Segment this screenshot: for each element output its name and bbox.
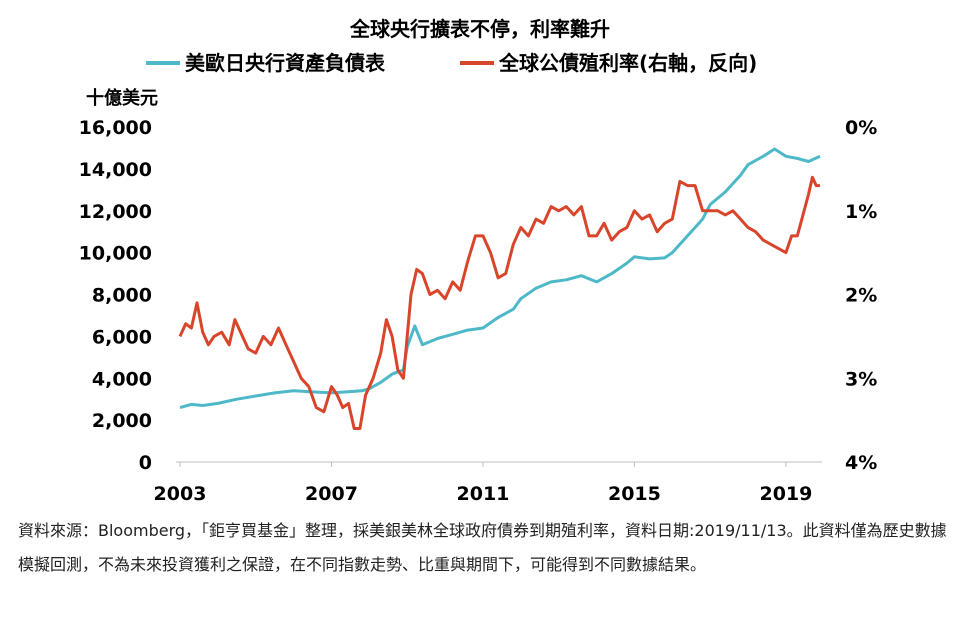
legend-label-balance-sheet: 美歐日央行資產負債表 bbox=[185, 51, 386, 75]
chart-title: 全球央行擴表不停，利率難升 bbox=[349, 17, 610, 41]
left-tick-label: 16,000 bbox=[79, 117, 152, 139]
right-tick-label: 3% bbox=[845, 368, 877, 390]
legend: 美歐日央行資產負債表 全球公債殖利率(右軸，反向) bbox=[146, 51, 757, 75]
left-tick-label: 2,000 bbox=[92, 410, 152, 432]
left-tick-label: 4,000 bbox=[92, 368, 152, 390]
source-note: 資料來源：Bloomberg，「鉅亨買基金」整理，採美銀美林全球政府債券到期殖利… bbox=[18, 521, 947, 574]
right-tick-label: 2% bbox=[845, 285, 877, 307]
chart-svg: 全球央行擴表不停，利率難升 美歐日央行資產負債表 全球公債殖利率(右軸，反向) … bbox=[79, 17, 878, 505]
series-line-bond-yield bbox=[178, 175, 820, 430]
left-tick-label: 6,000 bbox=[92, 326, 152, 348]
left-tick-label: 8,000 bbox=[92, 285, 152, 307]
series-line-balance-sheet bbox=[179, 147, 821, 410]
left-tick-label: 14,000 bbox=[79, 159, 152, 181]
left-axis-ticks: 0 2,000 4,000 6,000 8,000 10,000 12,000 14,000 1… bbox=[79, 117, 152, 474]
x-axis-ticks: 2003 2007 2011 2015 2019 bbox=[154, 462, 812, 505]
left-tick-label: 10,000 bbox=[79, 243, 152, 265]
x-tick-label: 2011 bbox=[457, 483, 510, 505]
right-axis-ticks: 0% 1% 2% 3% 4% bbox=[845, 117, 877, 474]
x-tick-label: 2007 bbox=[305, 483, 358, 505]
legend-label-bond-yield: 全球公債殖利率(右軸，反向) bbox=[498, 51, 757, 75]
left-axis-unit: 十億美元 bbox=[86, 87, 158, 109]
left-tick-label: 0 bbox=[139, 452, 152, 474]
right-tick-label: 4% bbox=[845, 452, 877, 474]
right-tick-label: 1% bbox=[845, 201, 877, 223]
right-tick-label: 0% bbox=[845, 117, 877, 139]
left-tick-label: 12,000 bbox=[79, 201, 152, 223]
x-tick-label: 2003 bbox=[154, 483, 207, 505]
x-tick-label: 2015 bbox=[608, 483, 661, 505]
x-tick-label: 2019 bbox=[759, 483, 812, 505]
